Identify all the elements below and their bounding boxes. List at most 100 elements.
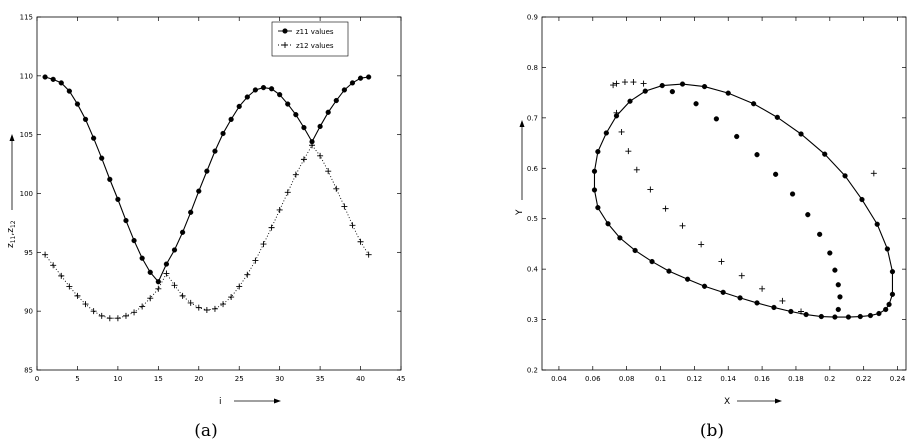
legend-box (271, 21, 349, 57)
series-1-point-20 (617, 235, 623, 241)
x-tick-label: 0 (35, 375, 39, 383)
series-1-point-32 (701, 83, 708, 90)
series-1-point-24 (236, 103, 242, 110)
series-1-point-36 (333, 97, 339, 104)
legend-marker-1-point-0 (282, 28, 288, 34)
series-1-point-17 (180, 229, 186, 235)
series-2-point-6 (90, 308, 97, 315)
x-tick-label: 0.04 (551, 375, 567, 383)
series-2-point-16 (171, 282, 178, 289)
series-2-point-0 (669, 89, 675, 95)
series-2-point-20 (203, 306, 210, 313)
series-2-point-34 (317, 152, 324, 159)
series-1-point-26 (252, 87, 259, 93)
series-3-point-5 (647, 186, 654, 193)
series-2-point-36 (333, 185, 340, 192)
series-1-point-2 (883, 306, 889, 313)
y-tick-label: 0.5 (527, 215, 538, 223)
series-2-point-3 (66, 283, 73, 290)
series-1-point-25 (595, 149, 601, 155)
series-2-point-10 (122, 312, 129, 319)
y-axis-arrow-head (9, 134, 15, 141)
x-tick-label: 0.16 (754, 375, 770, 383)
panel-b-caption: (b) (700, 421, 724, 441)
series-1-point-19 (196, 188, 202, 194)
series-3-point-8 (698, 241, 705, 248)
series-1-point-8 (818, 313, 824, 320)
series-1-point-37 (822, 151, 828, 157)
series-1-point-20 (204, 168, 210, 174)
series-3-point-0 (610, 82, 617, 89)
series-2-point-23 (228, 294, 235, 301)
series-2-point-17 (179, 292, 186, 299)
series-1-point-1 (886, 301, 892, 308)
y-tick-label: 0.8 (527, 64, 538, 72)
series-1-point-4 (74, 101, 81, 107)
panel-b-chart: 0.04 0.06 0.08 0.1 0.12 0.14 0.16 0.18 0.2 0.22 0.… (515, 14, 907, 441)
series-3-point-6 (662, 205, 669, 212)
y-tick-label: 90 (24, 308, 33, 316)
series-1-point-0 (889, 291, 896, 297)
series-3-point-15 (621, 79, 628, 86)
panel-b-y-axis-label: Y (515, 120, 525, 216)
x-tick-label: 15 (154, 375, 163, 383)
series-1-point-14 (155, 279, 161, 285)
series-2-point-4 (74, 292, 81, 299)
series-2-point-7 (98, 312, 105, 319)
series-1-point-21 (605, 221, 611, 227)
y-tick-label: 95 (24, 249, 33, 257)
series-2-point-38 (349, 222, 356, 229)
series-2-point-8 (817, 231, 823, 237)
series-1-point-34 (317, 123, 323, 130)
y-tick-label: 0.3 (527, 316, 538, 324)
x-tick-label: 0.1 (655, 375, 666, 383)
series-1-point-39 (859, 196, 865, 203)
series-3-point-12 (779, 297, 786, 304)
series-3-point-1 (613, 109, 620, 116)
series-2-point-25 (244, 271, 251, 278)
series-1-point-7 (99, 155, 105, 161)
series-2-point-13 (147, 295, 154, 302)
series-2-point-15 (163, 270, 170, 277)
series-2-point-39 (357, 238, 364, 245)
series-3-point-16 (630, 79, 637, 86)
series-1-point-15 (163, 261, 170, 267)
series-3-point-11 (759, 285, 766, 292)
series-1-point-41 (884, 246, 890, 252)
series-1-point-17 (666, 268, 672, 274)
series-2-point-26 (252, 257, 259, 264)
panel-a-caption: (a) (194, 421, 217, 441)
series-1-point-38 (842, 173, 848, 179)
series-1-point-1 (50, 76, 56, 82)
series-1-point-35 (774, 114, 780, 120)
series-2-point-5 (773, 171, 779, 177)
legend-label-2: z12 values (296, 42, 334, 50)
y-axis-label-text: Y (515, 209, 525, 216)
series-1-point-15 (701, 283, 708, 289)
series-2-point-28 (268, 224, 275, 231)
series-2-point-1 (50, 262, 57, 269)
series-2-point-13 (835, 306, 841, 313)
series-1-point-40 (366, 74, 372, 80)
series-1-point-9 (115, 196, 121, 202)
x-axis-label-text: X (724, 397, 730, 407)
series-1-point-22 (595, 205, 601, 211)
panel-a-x-axis-label: i (219, 397, 281, 407)
x-tick-label: 0.06 (585, 375, 601, 383)
series-1-point-6 (91, 135, 97, 141)
x-tick-label: 0.2 (824, 375, 835, 383)
x-tick-label: 20 (194, 375, 203, 383)
x-tick-label: 10 (113, 375, 122, 383)
series-3-point-10 (738, 272, 745, 279)
x-axis-arrow-head (775, 398, 782, 404)
x-tick-label: 0.08 (619, 375, 635, 383)
series-2-point-31 (292, 171, 299, 178)
panel-a-legend: z11 values z12 values (271, 21, 349, 57)
series-1-point-5 (857, 313, 863, 320)
x-tick-label: 35 (316, 375, 325, 383)
series-1-point-6 (845, 314, 852, 320)
series-1-point-26 (603, 130, 609, 136)
series-1-point-5 (82, 116, 89, 122)
series-2-point-18 (187, 299, 194, 306)
